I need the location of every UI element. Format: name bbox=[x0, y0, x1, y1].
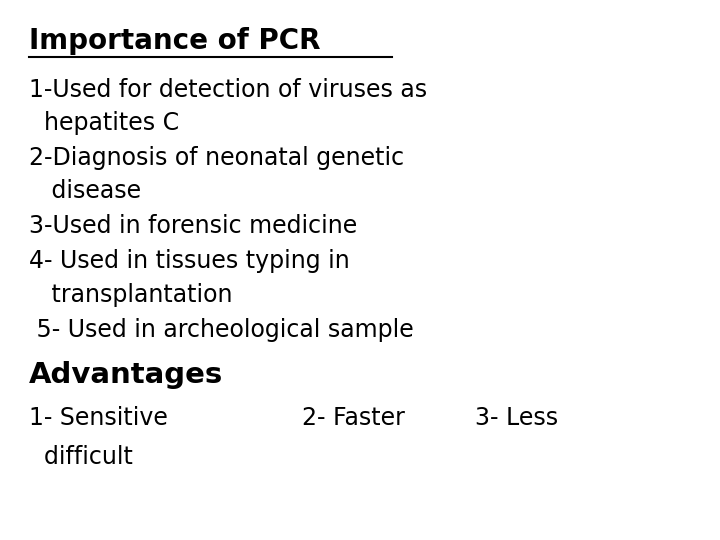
Text: 5- Used in archeological sample: 5- Used in archeological sample bbox=[29, 318, 413, 342]
Text: Advantages: Advantages bbox=[29, 361, 223, 389]
Text: 3- Less: 3- Less bbox=[475, 406, 558, 430]
Text: 4- Used in tissues typing in: 4- Used in tissues typing in bbox=[29, 249, 349, 273]
Text: 2-Diagnosis of neonatal genetic: 2-Diagnosis of neonatal genetic bbox=[29, 146, 404, 170]
Text: hepatites C: hepatites C bbox=[29, 111, 179, 134]
Text: disease: disease bbox=[29, 179, 141, 203]
Text: 3-Used in forensic medicine: 3-Used in forensic medicine bbox=[29, 214, 357, 238]
Text: transplantation: transplantation bbox=[29, 283, 233, 307]
Text: 1- Sensitive: 1- Sensitive bbox=[29, 406, 168, 430]
Text: 2- Faster: 2- Faster bbox=[302, 406, 405, 430]
Text: difficult: difficult bbox=[29, 446, 132, 469]
Text: Importance of PCR: Importance of PCR bbox=[29, 27, 320, 55]
Text: 1-Used for detection of viruses as: 1-Used for detection of viruses as bbox=[29, 78, 427, 102]
